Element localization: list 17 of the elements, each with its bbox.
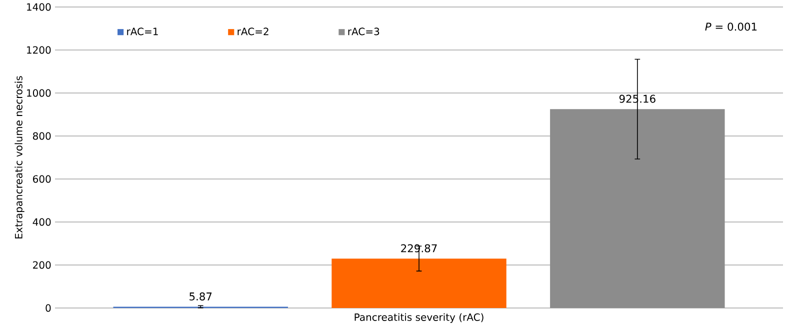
y-tick-label: 1400 xyxy=(27,3,51,11)
legend-label: rAC=2 xyxy=(238,28,268,36)
bar xyxy=(332,258,506,308)
y-tick-label: 0 xyxy=(46,304,51,312)
data-label: 5.87 xyxy=(190,292,212,300)
legend-label: rAC=3 xyxy=(348,28,380,36)
y-tick-label: 200 xyxy=(33,261,51,269)
y-tick-label: 600 xyxy=(33,175,51,183)
y-tick-label: 1000 xyxy=(27,89,51,97)
y-tick-label: 400 xyxy=(32,218,51,226)
y-tick-label: 800 xyxy=(32,132,51,140)
y-tick-label: 1200 xyxy=(27,46,51,54)
legend-label: rAC=1 xyxy=(127,28,158,36)
annotation: P = 0.001 xyxy=(705,22,757,31)
bar xyxy=(550,109,725,308)
x-axis-title: Pancreatitis severity (rAC) xyxy=(354,313,484,323)
y-axis-title: Extrapancreatic volume necrosis xyxy=(14,76,24,238)
